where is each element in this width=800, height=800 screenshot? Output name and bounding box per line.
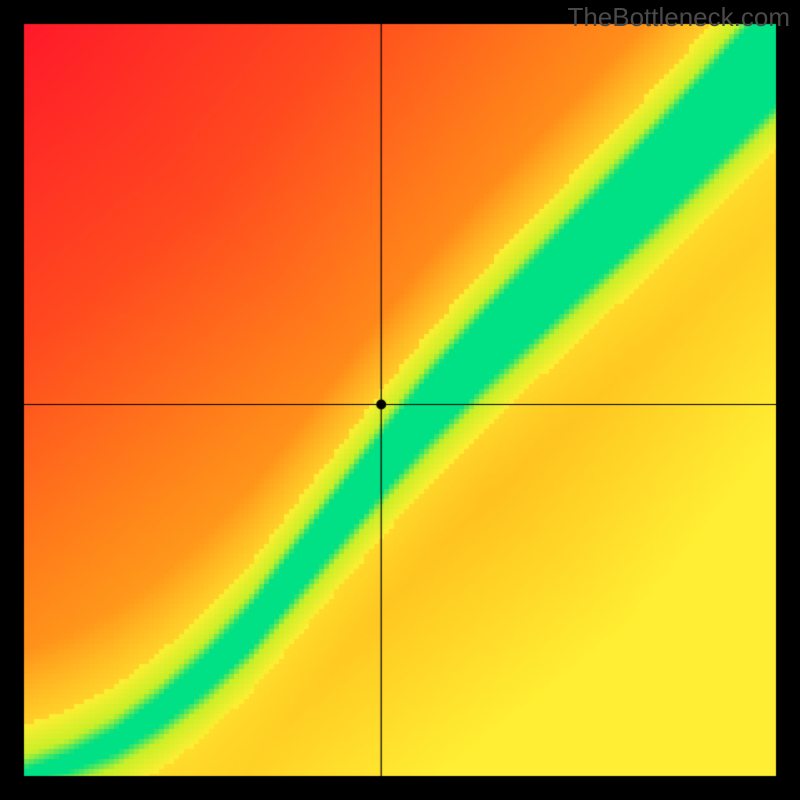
chart-container: TheBottleneck.com (0, 0, 800, 800)
watermark-text: TheBottleneck.com (567, 2, 790, 33)
heatmap-canvas (0, 0, 800, 800)
